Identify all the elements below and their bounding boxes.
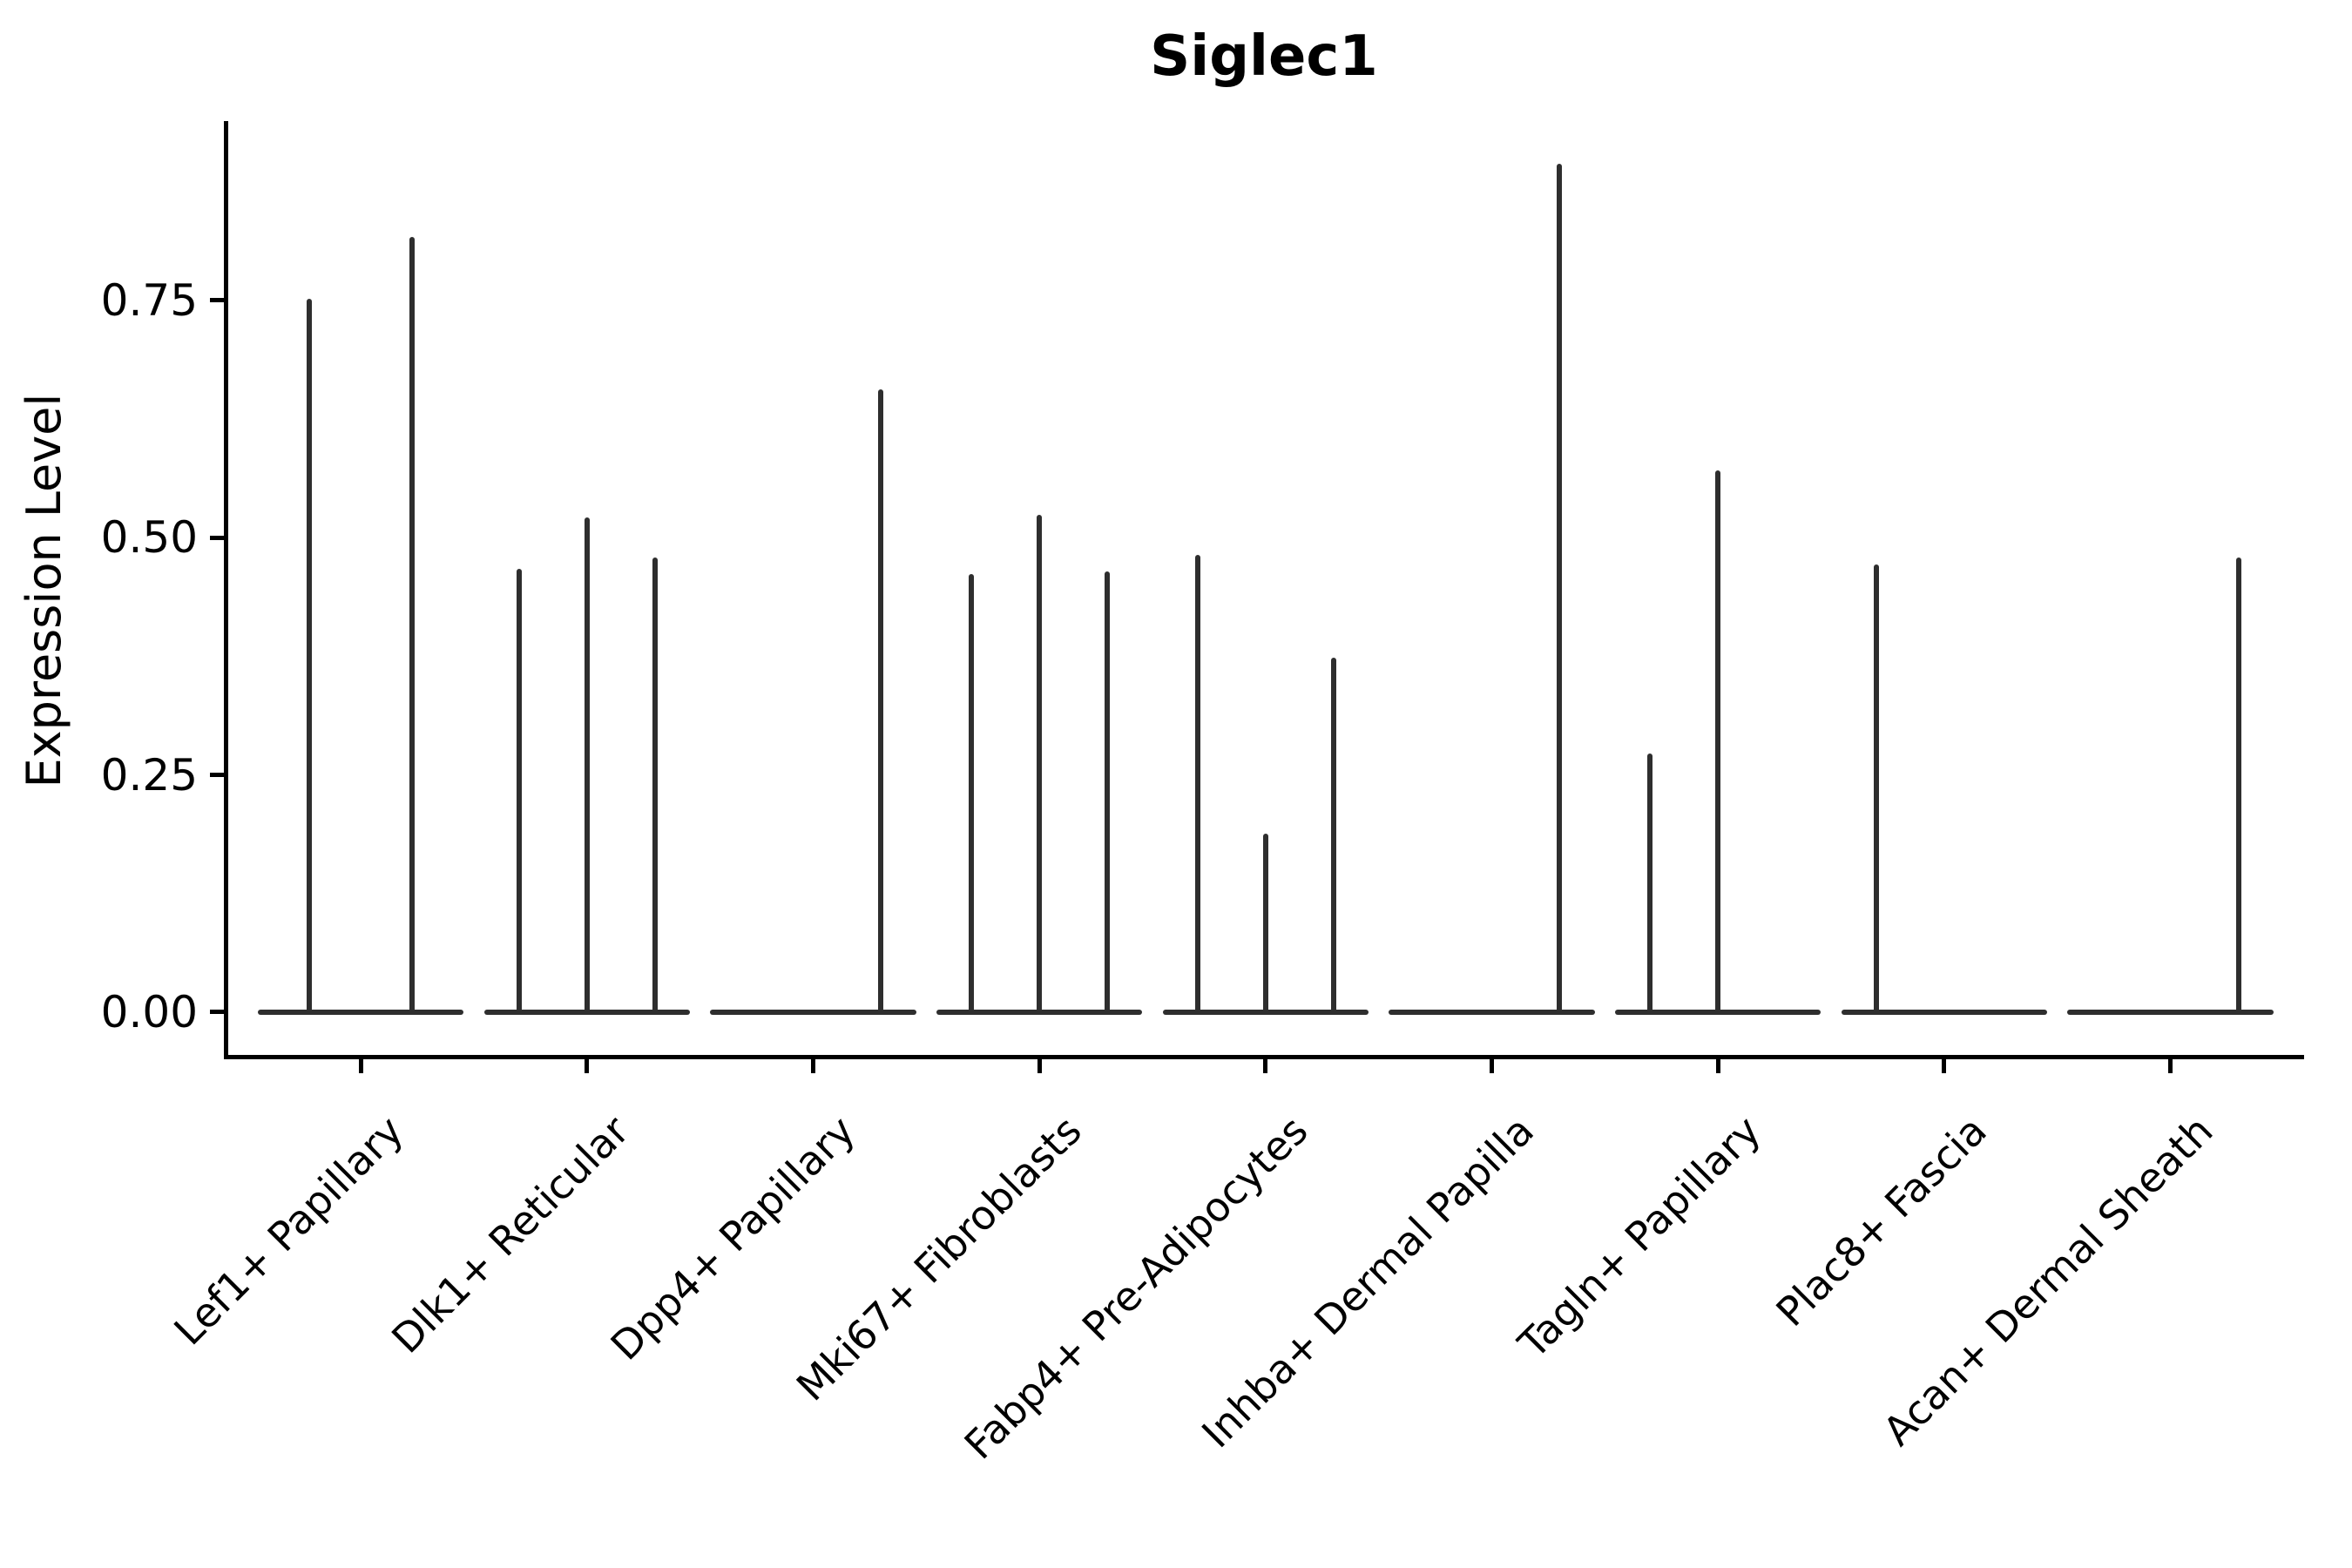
y-axis-spine bbox=[224, 121, 228, 1059]
y-tick-label: 0.25 bbox=[100, 749, 198, 801]
violin-spike bbox=[969, 573, 975, 1012]
y-tick-label: 0.50 bbox=[100, 512, 198, 564]
x-tick-mark bbox=[2168, 1059, 2173, 1073]
violin-spike bbox=[652, 558, 658, 1012]
y-axis-label: Expression Level bbox=[17, 393, 71, 788]
violin-baseline bbox=[1389, 1009, 1595, 1015]
violin-spike bbox=[1262, 834, 1268, 1012]
violin-spike bbox=[1647, 753, 1653, 1012]
x-tick-label: Dpp4+ Papillary bbox=[601, 1106, 865, 1369]
x-tick-mark bbox=[1037, 1059, 1042, 1073]
violin-spike bbox=[1194, 554, 1200, 1012]
violin-spike bbox=[878, 389, 884, 1012]
x-tick-label: Lef1+ Papillary bbox=[164, 1106, 412, 1355]
x-tick-mark bbox=[810, 1059, 815, 1073]
violin-baseline bbox=[936, 1009, 1143, 1015]
violin-spike bbox=[307, 298, 313, 1012]
violin-baseline bbox=[1162, 1009, 1369, 1015]
x-axis-spine bbox=[224, 1055, 2304, 1059]
x-tick-mark bbox=[585, 1059, 590, 1073]
violin-spike bbox=[1873, 564, 1879, 1012]
y-tick-label: 0.00 bbox=[100, 986, 198, 1037]
x-tick-label: Plac8+ Fascia bbox=[1767, 1106, 1996, 1335]
violin-spike bbox=[1037, 515, 1043, 1012]
y-tick-mark bbox=[210, 535, 224, 540]
violin-baseline bbox=[1841, 1009, 2048, 1015]
x-tick-mark bbox=[1715, 1059, 1720, 1073]
y-tick-label: 0.75 bbox=[100, 274, 198, 326]
x-tick-mark bbox=[1942, 1059, 1947, 1073]
y-tick-mark bbox=[210, 773, 224, 778]
violin-baseline bbox=[710, 1009, 916, 1015]
violin-spike bbox=[409, 236, 415, 1012]
x-tick-mark bbox=[1490, 1059, 1494, 1073]
x-tick-mark bbox=[1263, 1059, 1268, 1073]
x-tick-label: Dlk1+ Reticular bbox=[382, 1106, 639, 1362]
violin-spike bbox=[1330, 657, 1336, 1012]
y-tick-mark bbox=[210, 298, 224, 303]
y-tick-mark bbox=[210, 1010, 224, 1015]
chart-title: Siglec1 bbox=[1150, 24, 1378, 89]
violin-spike bbox=[584, 517, 590, 1012]
x-tick-label: Tagln+ Papillary bbox=[1509, 1106, 1769, 1368]
violin-baseline bbox=[257, 1009, 464, 1015]
violin-spike bbox=[1557, 164, 1563, 1012]
x-tick-mark bbox=[358, 1059, 363, 1073]
violin-spike bbox=[516, 569, 522, 1012]
violin-baseline bbox=[2067, 1009, 2274, 1015]
violin-baseline bbox=[483, 1009, 690, 1015]
violin-spike bbox=[1105, 571, 1110, 1012]
violin-baseline bbox=[1615, 1009, 1821, 1015]
violin-spike bbox=[2235, 558, 2241, 1012]
violin-spike bbox=[1715, 470, 1721, 1012]
